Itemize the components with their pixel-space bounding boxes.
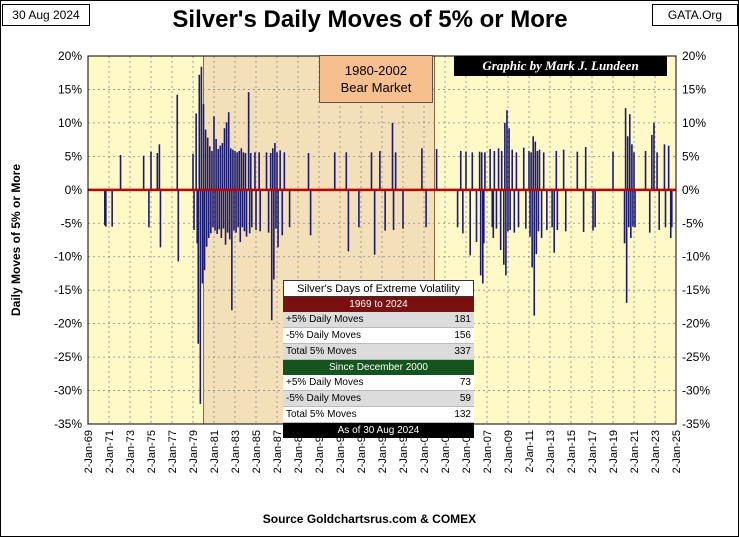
y-tick-label-right: -30% — [682, 384, 710, 398]
y-tick-label-left: 5% — [65, 149, 83, 163]
volatility-table: Silver's Days of Extreme Volatility 1969… — [283, 280, 474, 438]
y-tick-label-right: 20% — [682, 49, 706, 63]
y-tick-label-right: -35% — [682, 417, 710, 431]
table-row: Total 5% Moves 337 — [283, 344, 474, 360]
source-org-label: GATA.Org — [652, 4, 738, 26]
x-tick-label: 2-Jan-81 — [209, 430, 221, 473]
table-row: +5% Daily Moves 181 — [283, 312, 474, 328]
x-tick-label: 2-Jan-13 — [545, 430, 557, 473]
x-tick-label: 2-Jan-93 — [335, 430, 347, 473]
row-label: Total 5% Moves — [286, 409, 357, 420]
y-tick-label-left: -20% — [54, 317, 82, 331]
x-tick-label: 2-Jan-87 — [272, 430, 284, 473]
x-tick-label: 2-Jan-09 — [503, 430, 515, 473]
x-tick-label: 2-Jan-79 — [188, 430, 200, 473]
y-tick-label-right: -20% — [682, 317, 710, 331]
x-tick-label: 2-Jan-15 — [566, 430, 578, 473]
x-tick-label: 2-Jan-99 — [398, 430, 410, 473]
x-tick-label: 2-Jan-25 — [671, 430, 683, 473]
y-tick-label-left: 10% — [58, 116, 82, 130]
x-tick-label: 2-Jan-21 — [629, 430, 641, 473]
volatility-section2-header: Since December 2000 — [283, 360, 474, 375]
bear-market-label: 1980-2002 Bear Market — [319, 55, 433, 103]
footer-source: Source Goldchartsrus.com & COMEX — [262, 512, 477, 526]
y-tick-label-left: -10% — [54, 250, 82, 264]
y-tick-label-right: -5% — [682, 216, 704, 230]
x-tick-label: 2-Jan-05 — [461, 430, 473, 473]
y-tick-label-right: 0% — [682, 183, 700, 197]
row-label: +5% Daily Moves — [286, 377, 364, 388]
x-tick-label: 2-Jan-77 — [167, 430, 179, 473]
volatility-table-title: Silver's Days of Extreme Volatility — [283, 280, 474, 297]
y-tick-label-left: 20% — [58, 49, 82, 63]
row-value: 181 — [454, 314, 471, 325]
row-label: Total 5% Moves — [286, 346, 357, 357]
table-row: Total 5% Moves 132 — [283, 407, 474, 423]
bear-market-text: Bear Market — [340, 80, 412, 95]
table-row: -5% Daily Moves 59 — [283, 391, 474, 407]
x-tick-label: 2-Jan-83 — [230, 430, 242, 473]
table-row: +5% Daily Moves 73 — [283, 375, 474, 391]
y-tick-label-right: 5% — [682, 149, 700, 163]
y-tick-label-right: -15% — [682, 283, 710, 297]
y-tick-label-left: -30% — [54, 384, 82, 398]
x-tick-label: 2-Jan-71 — [104, 430, 116, 473]
x-tick-label: 2-Jan-03 — [440, 430, 452, 473]
x-tick-label: 2-Jan-07 — [482, 430, 494, 473]
x-tick-label: 2-Jan-97 — [377, 430, 389, 473]
y-tick-label-left: -25% — [54, 350, 82, 364]
x-tick-label: 2-Jan-69 — [83, 430, 95, 473]
x-tick-label: 2-Jan-73 — [125, 430, 137, 473]
x-tick-label: 2-Jan-19 — [608, 430, 620, 473]
graphic-credit: Graphic by Mark J. Lundeen — [454, 56, 667, 76]
row-label: -5% Daily Moves — [286, 393, 362, 404]
table-row: -5% Daily Moves 156 — [283, 328, 474, 344]
row-value: 156 — [454, 330, 471, 341]
volatility-section1-header: 1969 to 2024 — [283, 297, 474, 312]
y-axis-label: Daily Moves of 5% or More — [9, 163, 23, 317]
y-tick-label-right: 10% — [682, 116, 706, 130]
y-tick-label-left: -15% — [54, 283, 82, 297]
row-value: 132 — [454, 409, 471, 420]
row-label: +5% Daily Moves — [286, 314, 364, 325]
row-value: 337 — [454, 346, 471, 357]
row-label: -5% Daily Moves — [286, 330, 362, 341]
y-tick-label-left: -35% — [54, 417, 82, 431]
y-tick-label-left: -5% — [61, 216, 83, 230]
y-tick-label-right: -10% — [682, 250, 710, 264]
chart-title: Silver's Daily Moves of 5% or More — [172, 6, 568, 33]
x-tick-label: 2-Jan-85 — [251, 430, 263, 473]
x-tick-label: 2-Jan-17 — [587, 430, 599, 473]
y-tick-label-right: 15% — [682, 82, 706, 96]
y-tick-label-left: 0% — [65, 183, 83, 197]
x-tick-label: 2-Jan-91 — [314, 430, 326, 473]
x-tick-label: 2-Jan-89 — [293, 430, 305, 473]
x-tick-label: 2-Jan-01 — [419, 430, 431, 473]
x-tick-label: 2-Jan-95 — [356, 430, 368, 473]
volatility-table-footer: As of 30 Aug 2024 — [283, 423, 474, 438]
x-tick-label: 2-Jan-11 — [524, 430, 536, 473]
date-label: 30 Aug 2024 — [2, 4, 90, 26]
row-value: 59 — [459, 393, 471, 404]
y-tick-label-left: 15% — [58, 82, 82, 96]
bear-market-years: 1980-2002 — [344, 63, 408, 78]
y-tick-label-right: -25% — [682, 350, 710, 364]
x-tick-label: 2-Jan-23 — [650, 430, 662, 473]
row-value: 73 — [459, 377, 471, 388]
x-tick-label: 2-Jan-75 — [146, 430, 158, 473]
